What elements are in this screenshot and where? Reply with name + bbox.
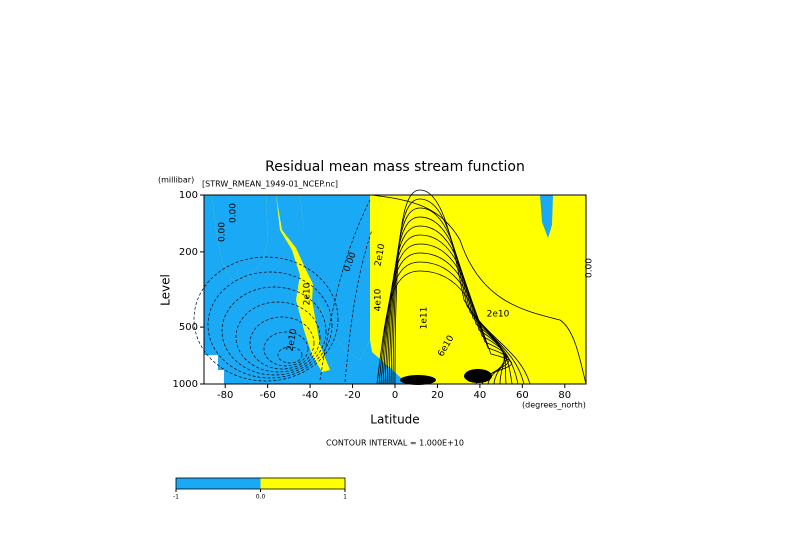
contour-line: [376, 270, 512, 385]
y-tick-label: 500: [179, 322, 198, 333]
x-axis-label: Latitude: [370, 413, 419, 427]
x-tick-label: 20: [431, 390, 444, 401]
missing-region: [204, 370, 224, 384]
contour-line: [319, 199, 371, 381]
x-tick-label: -20: [344, 390, 360, 401]
chart-title: Residual mean mass stream function: [265, 159, 525, 175]
contour-line: [380, 252, 508, 385]
contour-label: 1e11: [420, 307, 430, 330]
contour-label: 2e10: [487, 310, 510, 320]
contour-line: [263, 331, 309, 367]
contour-label: 2e10: [303, 282, 313, 305]
contour-label: 2e10: [286, 328, 300, 352]
x-tick-label: 40: [474, 390, 487, 401]
y-tick-label: 100: [179, 190, 198, 201]
x-tick-label: -60: [259, 390, 275, 401]
contour-label: 4e10: [374, 288, 384, 311]
contour-line: [344, 229, 373, 383]
x-unit: (degrees_north): [522, 401, 586, 410]
x-tick-label: 60: [516, 390, 529, 401]
y-tick-label: 200: [179, 247, 198, 258]
y-tick-label: 1000: [173, 379, 198, 390]
contour-label: 0.00: [218, 222, 228, 242]
colorbar-label: 1: [343, 494, 347, 501]
contour-label: 0.00: [229, 203, 239, 223]
contour-line: [235, 301, 321, 373]
x-tick-label: -40: [302, 390, 318, 401]
colorbar-label: 0.0: [256, 494, 266, 501]
contour-line: [277, 346, 303, 364]
y-unit: (millibar): [158, 176, 194, 185]
subtitle: [STRW_RMEAN_1949-01_NCEP.nc]: [202, 180, 338, 189]
contour-line: [249, 316, 315, 370]
contour-line: [207, 271, 333, 379]
plot-area: 0.000.000.002e102e102e104e101e116e102e10…: [193, 189, 595, 385]
contour-line: [193, 256, 339, 382]
negative-region: [276, 195, 316, 290]
footnote: CONTOUR INTERVAL = 1.000E+10: [326, 439, 464, 448]
negative-region: [540, 195, 553, 238]
y-axis-label: Level: [159, 274, 173, 306]
contour-line: [371, 194, 587, 385]
contour-line: [221, 286, 327, 376]
negative-region: [204, 195, 405, 360]
colorbar-negative: [176, 478, 261, 489]
x-tick-label: 0: [392, 390, 398, 401]
x-tick-label: -80: [217, 390, 233, 401]
contour-line: [382, 243, 506, 385]
contour-label: 0.00: [585, 258, 595, 278]
x-tick-label: 80: [558, 390, 571, 401]
colorbar-label: -1: [173, 494, 179, 501]
contour-line: [400, 375, 436, 385]
contour-line: [378, 261, 510, 385]
contour-line: [464, 369, 492, 383]
contour-label: 2e10: [374, 243, 388, 267]
negative-region: [204, 195, 408, 384]
colorbar-positive: [260, 478, 345, 489]
